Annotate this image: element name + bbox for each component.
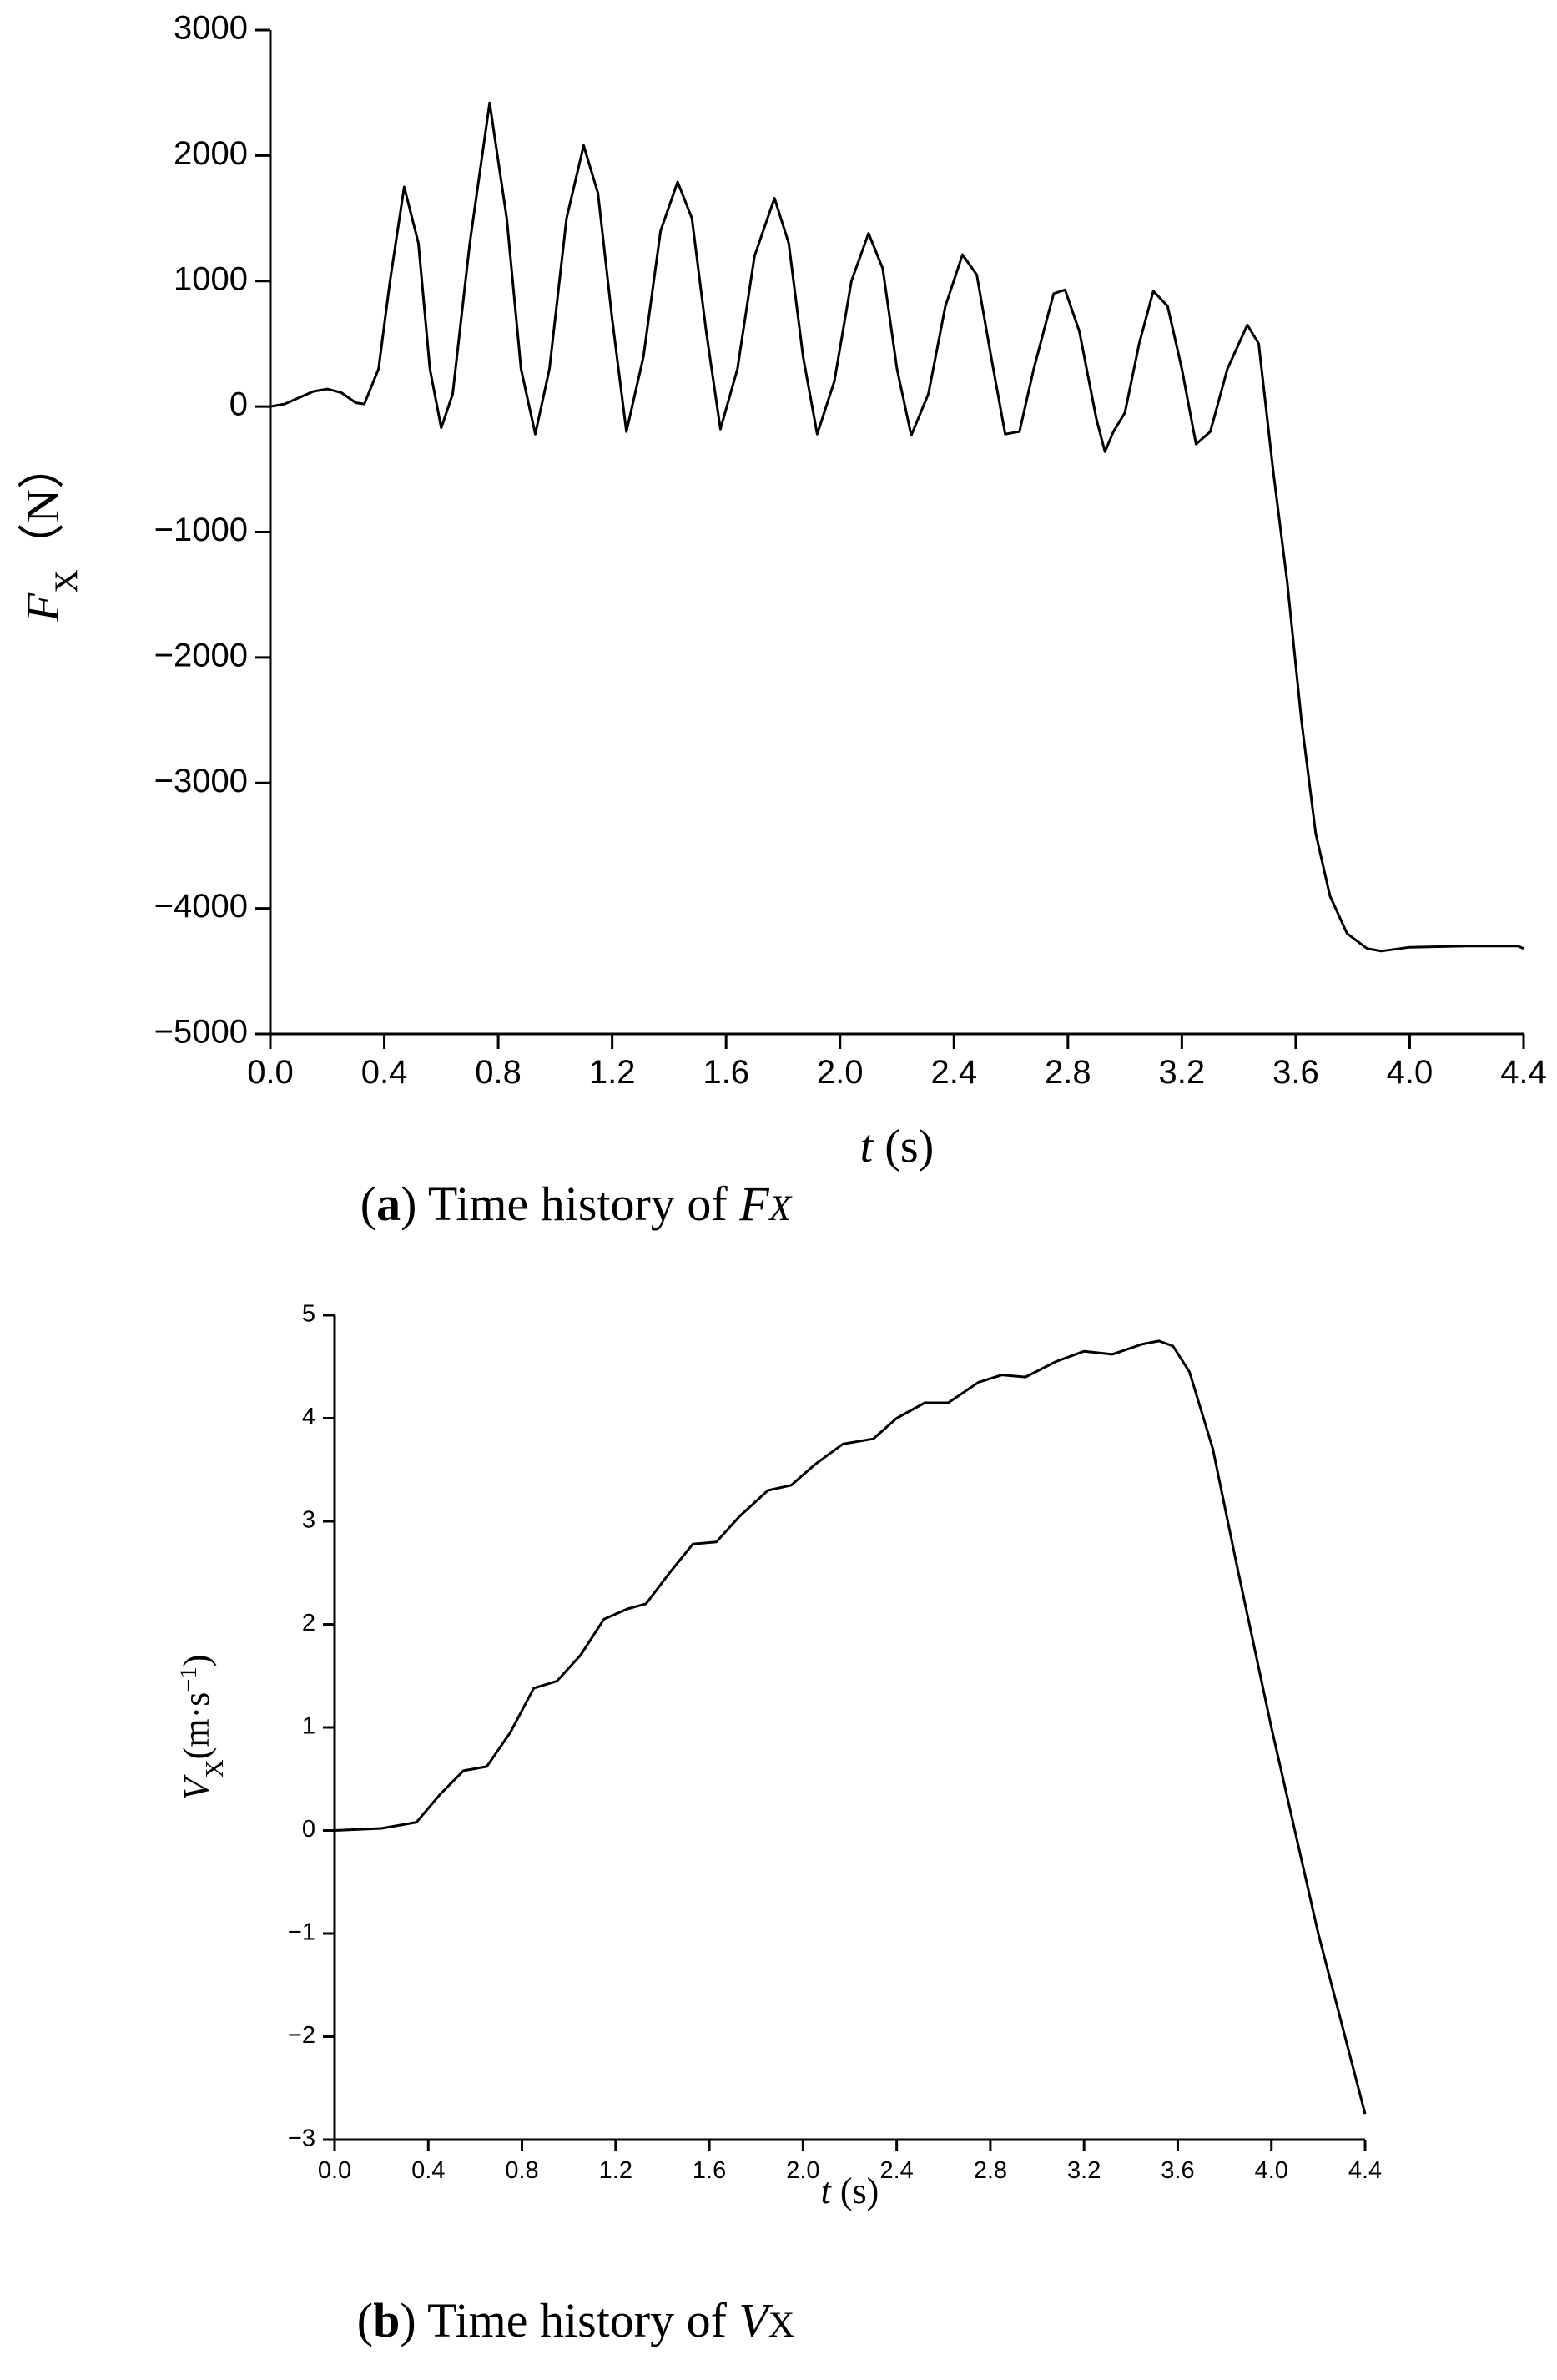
x-tick-label: 0.8 xyxy=(475,1054,522,1091)
label-part: a xyxy=(376,1177,401,1231)
label-part: ) Time history of xyxy=(401,1177,739,1231)
y-tick-label: −1000 xyxy=(154,512,248,548)
x-tick-label: 3.6 xyxy=(1272,1054,1319,1091)
data-line xyxy=(270,101,1524,953)
y-tick-label: −1 xyxy=(288,1919,315,1946)
y-tick-label: −3 xyxy=(288,2125,315,2152)
label-part: b xyxy=(373,2293,400,2347)
x-tick-label: 4.0 xyxy=(1387,1054,1434,1091)
data-line xyxy=(334,1339,1367,2115)
x-tick-label: 0.8 xyxy=(505,2157,538,2184)
label-part: F xyxy=(738,1177,769,1231)
label-part: ( xyxy=(357,2293,373,2347)
x-tick-label: 4.0 xyxy=(1255,2157,1288,2184)
x-tick-label: 3.6 xyxy=(1161,2157,1194,2184)
y-tick-label: 4 xyxy=(302,1404,315,1430)
x-tick-label: 3.2 xyxy=(1159,1054,1206,1091)
y-tick-label: 5 xyxy=(302,1301,315,1328)
label-part: V xyxy=(176,1773,217,1800)
label-part: t xyxy=(860,1121,874,1172)
label-part: （N） xyxy=(18,442,69,569)
x-tick-label: 0.0 xyxy=(318,2157,351,2184)
x-tick-label: 0.4 xyxy=(361,1054,408,1091)
y-tick-label: 1000 xyxy=(174,260,248,297)
label-part: ( xyxy=(360,1177,376,1231)
x-tick-label: 1.6 xyxy=(703,1054,749,1091)
y-tick-label: 2 xyxy=(302,1610,315,1636)
caption: (b) Time history of VX xyxy=(357,2293,795,2347)
x-tick-label: 4.4 xyxy=(1500,1054,1547,1091)
label-part: (m·s xyxy=(176,1692,217,1760)
y-axis-label: VX(m·s−1) xyxy=(176,1655,229,1801)
x-tick-label: 4.4 xyxy=(1348,2157,1382,2184)
label-part: X xyxy=(768,2305,794,2345)
x-axis-label: t (s) xyxy=(821,2171,879,2211)
x-tick-label: 2.0 xyxy=(817,1054,864,1091)
caption: (a) Time history of FX xyxy=(360,1177,793,1231)
x-tick-label: 2.8 xyxy=(1045,1054,1091,1091)
y-tick-label: −5000 xyxy=(154,1014,248,1051)
y-tick-label: 0 xyxy=(229,386,248,423)
x-tick-label: 0.4 xyxy=(411,2157,445,2184)
label-part: X xyxy=(768,1188,793,1228)
label-part: V xyxy=(738,2293,773,2347)
label-part: −1 xyxy=(176,1667,202,1692)
label-part: X xyxy=(48,569,84,592)
label-part: (s) xyxy=(873,1121,934,1172)
label-part: ) Time history of xyxy=(400,2293,738,2347)
x-tick-label: 1.2 xyxy=(599,2157,632,2184)
y-tick-label: 2000 xyxy=(174,135,248,172)
y-tick-label: −2 xyxy=(288,2022,315,2049)
x-tick-label: 2.4 xyxy=(930,1054,977,1091)
x-tick-label: 2.4 xyxy=(879,2157,913,2184)
x-tick-label: 2.0 xyxy=(786,2157,819,2184)
label-part: ) xyxy=(176,1655,217,1667)
x-tick-label: 2.8 xyxy=(974,2157,1007,2184)
y-tick-label: 3 xyxy=(302,1507,315,1534)
x-axis-label: t (s) xyxy=(860,1121,935,1172)
y-tick-label: −2000 xyxy=(154,637,248,673)
y-tick-label: −4000 xyxy=(154,888,248,925)
label-part: X xyxy=(200,1759,229,1777)
label-part: (s) xyxy=(831,2171,879,2211)
x-tick-label: 1.2 xyxy=(589,1054,636,1091)
label-part: t xyxy=(821,2171,833,2211)
x-tick-label: 1.6 xyxy=(693,2157,726,2184)
x-tick-label: 3.2 xyxy=(1067,2157,1101,2184)
y-tick-label: −3000 xyxy=(154,763,248,799)
y-axis-label: FX（N） xyxy=(18,442,84,623)
x-tick-label: 0.0 xyxy=(247,1054,294,1091)
label-part: F xyxy=(18,592,69,623)
y-tick-label: 0 xyxy=(302,1816,315,1843)
y-tick-label: 3000 xyxy=(174,10,248,47)
y-tick-label: 1 xyxy=(302,1713,315,1740)
